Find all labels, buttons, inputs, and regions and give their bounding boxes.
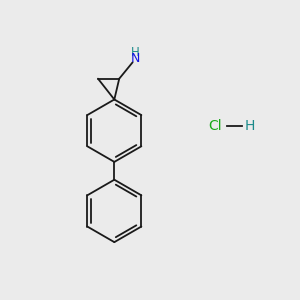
Text: N: N <box>130 52 140 65</box>
Text: H: H <box>244 119 255 133</box>
Text: H: H <box>130 46 140 59</box>
Text: Cl: Cl <box>208 119 222 133</box>
